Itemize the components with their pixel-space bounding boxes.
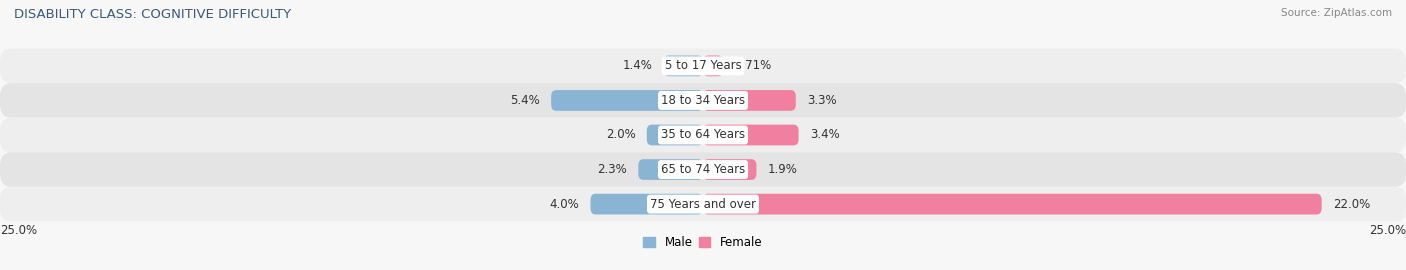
FancyBboxPatch shape [647,125,703,145]
FancyBboxPatch shape [0,49,1406,83]
Text: 1.4%: 1.4% [623,59,652,72]
Text: 25.0%: 25.0% [0,224,37,237]
FancyBboxPatch shape [0,187,1406,221]
Text: 2.3%: 2.3% [598,163,627,176]
Text: DISABILITY CLASS: COGNITIVE DIFFICULTY: DISABILITY CLASS: COGNITIVE DIFFICULTY [14,8,291,21]
Text: 0.71%: 0.71% [734,59,772,72]
Text: 75 Years and over: 75 Years and over [650,198,756,211]
Text: 18 to 34 Years: 18 to 34 Years [661,94,745,107]
Text: 2.0%: 2.0% [606,129,636,141]
Text: 1.9%: 1.9% [768,163,797,176]
Legend: Male, Female: Male, Female [638,231,768,254]
Text: 5 to 17 Years: 5 to 17 Years [665,59,741,72]
FancyBboxPatch shape [703,194,1322,214]
FancyBboxPatch shape [703,90,796,111]
Text: 25.0%: 25.0% [1369,224,1406,237]
FancyBboxPatch shape [0,118,1406,152]
FancyBboxPatch shape [664,56,703,76]
FancyBboxPatch shape [703,125,799,145]
Text: 5.4%: 5.4% [510,94,540,107]
Text: 4.0%: 4.0% [550,198,579,211]
FancyBboxPatch shape [703,159,756,180]
FancyBboxPatch shape [638,159,703,180]
FancyBboxPatch shape [0,152,1406,187]
FancyBboxPatch shape [0,83,1406,118]
FancyBboxPatch shape [551,90,703,111]
Text: Source: ZipAtlas.com: Source: ZipAtlas.com [1281,8,1392,18]
Text: 65 to 74 Years: 65 to 74 Years [661,163,745,176]
FancyBboxPatch shape [591,194,703,214]
Text: 3.4%: 3.4% [810,129,839,141]
Text: 3.3%: 3.3% [807,94,837,107]
Text: 35 to 64 Years: 35 to 64 Years [661,129,745,141]
FancyBboxPatch shape [703,56,723,76]
Text: 22.0%: 22.0% [1333,198,1369,211]
